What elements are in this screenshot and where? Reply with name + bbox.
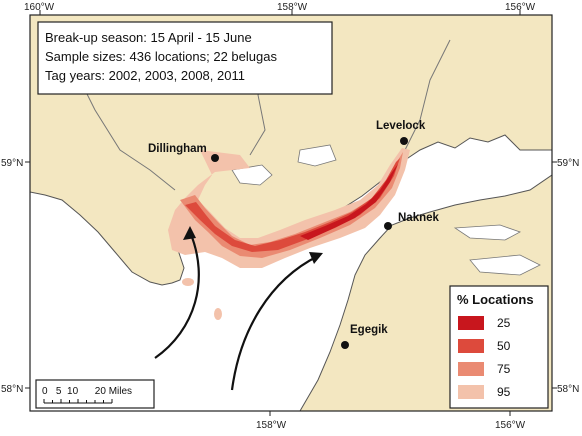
axis-left-59n: 59°N: [1, 158, 23, 169]
arrow-east-head: [309, 252, 323, 264]
town-naknek-label: Naknek: [398, 212, 440, 224]
axis-right-59n: 59°N: [557, 158, 579, 169]
info-tag-years: Tag years: 2002, 2003, 2008, 2011: [45, 68, 245, 83]
axis-bottom-156w: 156°W: [495, 420, 526, 431]
town-naknek-marker: [384, 222, 392, 230]
info-season: Break-up season: 15 April - 15 June: [45, 30, 252, 45]
legend-label-25: 25: [497, 316, 511, 330]
scale-bar-label: 0 5 10 20 Miles: [42, 386, 132, 397]
arrow-west: [154, 231, 200, 359]
map-frame: [29, 14, 553, 412]
legend-swatch-50: [458, 339, 484, 353]
shoal: [182, 278, 194, 286]
arrow-east: [230, 255, 319, 391]
axis-left-58n: 58°N: [1, 384, 23, 395]
town-naknek: Naknek: [384, 212, 440, 230]
axis-right-58n: 58°N: [557, 384, 579, 395]
graticule-ticks: [25, 10, 557, 416]
town-egegik-marker: [341, 341, 349, 349]
town-levelock-label: Levelock: [376, 120, 426, 132]
town-egegik: Egegik: [341, 324, 388, 349]
axis-top-156w: 156°W: [505, 2, 536, 13]
scale-bar-ticks: [43, 399, 113, 403]
legend-label-95: 95: [497, 385, 511, 399]
town-dillingham: Dillingham: [148, 143, 219, 162]
lake-north-1: [231, 164, 273, 186]
legend: % Locations 25 50 75 95: [449, 285, 549, 409]
density-25: [300, 164, 398, 240]
town-dillingham-marker: [211, 154, 219, 162]
scale-bar: 0 5 10 20 Miles: [35, 379, 155, 409]
lake-east-2: [469, 254, 541, 276]
axis-top-158w: 158°W: [277, 2, 308, 13]
town-egegik-label: Egegik: [350, 324, 388, 336]
town-levelock-marker: [400, 137, 408, 145]
info-sample: Sample sizes: 436 locations; 22 belugas: [45, 49, 277, 64]
lake-north-2: [297, 144, 337, 167]
legend-title: % Locations: [457, 292, 534, 307]
legend-swatch-95: [458, 385, 484, 399]
lake-east-1: [453, 224, 521, 241]
legend-label-75: 75: [497, 362, 511, 376]
island: [214, 308, 222, 320]
info-box: Break-up season: 15 April - 15 June Samp…: [37, 21, 333, 95]
axis-bottom-158w: 158°W: [256, 420, 287, 431]
legend-label-50: 50: [497, 339, 511, 353]
axis-top-160w: 160°W: [24, 2, 55, 13]
town-dillingham-label: Dillingham: [148, 143, 207, 155]
legend-swatch-25: [458, 316, 484, 330]
legend-swatch-75: [458, 362, 484, 376]
river-east: [404, 39, 451, 151]
arrow-west-head: [183, 226, 196, 240]
town-levelock: Levelock: [376, 120, 426, 145]
